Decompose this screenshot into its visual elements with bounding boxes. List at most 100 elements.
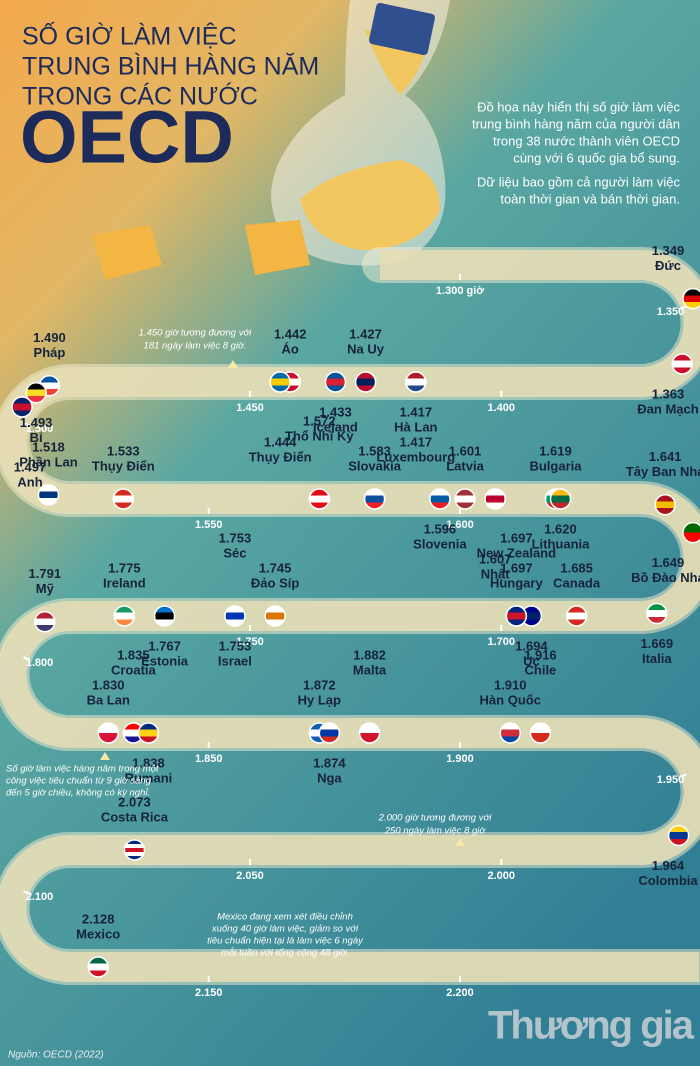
country-label: Chile xyxy=(525,662,557,677)
flag-marker xyxy=(308,488,331,510)
flag-marker xyxy=(405,371,427,393)
tick-label: 2.200 xyxy=(446,987,474,999)
annotation: 1.450 giờ tương đương với xyxy=(139,328,253,339)
value-label: 1.872 xyxy=(303,677,336,692)
value-label: 1.669 xyxy=(641,636,674,651)
annotation: mỗi tuần với tổng cộng 48 giờ. xyxy=(221,948,349,959)
description: Đồ họa này hiển thị số giờ làm việc xyxy=(477,99,680,114)
flag-marker xyxy=(87,956,109,978)
value-label: 1.349 xyxy=(652,243,685,258)
value-label: 1.641 xyxy=(649,449,682,464)
country-label: Colombia xyxy=(638,873,698,888)
country-label: Hungary xyxy=(490,575,544,590)
value-label: 1.533 xyxy=(107,443,140,458)
description: trung bình hàng năm của người dân xyxy=(472,116,680,131)
flag-marker xyxy=(25,382,47,404)
annotation: 250 ngày làm việc 8 giờ xyxy=(384,826,487,837)
flag-marker xyxy=(529,722,552,744)
value-label: 1.442 xyxy=(274,326,307,341)
flag-marker xyxy=(646,602,668,625)
logo: Thương gia xyxy=(488,1004,695,1048)
value-label: 1.753 xyxy=(219,638,252,653)
country-label: Israel xyxy=(218,653,252,668)
value-label: 1.444 xyxy=(264,434,297,449)
value-label: 1.619 xyxy=(539,443,572,458)
annotation: 2.000 giờ tương đương với xyxy=(378,813,493,824)
value-label: 1.791 xyxy=(29,566,62,581)
value-label: 1.433 xyxy=(319,404,352,419)
value-label: 1.596 xyxy=(424,521,457,536)
description: trong 38 nước thành viên OECD xyxy=(493,133,680,148)
country-label: Malta xyxy=(353,662,387,677)
tick-label: 2.000 xyxy=(487,870,515,882)
tick-mark xyxy=(23,422,30,427)
value-label: 1.583 xyxy=(358,443,391,458)
value-label: 1.916 xyxy=(524,647,557,662)
country-label: Bồ Đào Nha xyxy=(631,570,700,585)
value-label: 1.830 xyxy=(92,677,125,692)
flag-marker xyxy=(123,839,146,861)
value-label: 1.753 xyxy=(219,530,252,545)
value-label: 1.838 xyxy=(132,755,165,770)
country-label: Slovakia xyxy=(348,458,402,473)
flag-marker xyxy=(667,824,690,847)
value-label: 1.775 xyxy=(108,560,141,575)
source: Nguồn: OECD (2022) xyxy=(8,1049,104,1061)
country-label: Bulgaria xyxy=(529,458,582,473)
value-label: 1.882 xyxy=(353,647,386,662)
country-label: Thổ Nhĩ Kỳ xyxy=(285,428,354,443)
annotation: công việc tiêu chuẩn từ 9 giờ sáng xyxy=(6,776,152,787)
annotation-pointer xyxy=(228,360,238,368)
annotation-pointer xyxy=(455,838,465,846)
country-label: Hy Lạp xyxy=(298,692,341,707)
country-label: Canada xyxy=(553,575,601,590)
tick-mark xyxy=(23,656,30,661)
country-label: Ba Lan xyxy=(87,692,130,707)
annotation: xuống 40 giờ làm việc, giảm so với xyxy=(211,924,359,935)
tick-label: 2.150 xyxy=(195,987,223,999)
flag-marker xyxy=(499,722,522,744)
tick-label: 1.350 xyxy=(657,306,685,318)
value-label: 1.964 xyxy=(652,858,685,873)
flag-marker xyxy=(671,353,693,375)
country-label: Mỹ xyxy=(36,581,55,596)
flag-marker xyxy=(565,605,588,627)
value-label: 1.497 xyxy=(14,459,47,474)
annotation: Mexico đang xem xét điều chỉnh xyxy=(217,912,353,923)
annotation: Số giờ làm việc hàng năm trong một xyxy=(6,764,159,775)
title-line: TRUNG BÌNH HÀNG NĂM xyxy=(22,52,319,81)
value-label: 2.073 xyxy=(118,794,151,809)
value-label: 1.417 xyxy=(400,434,433,449)
value-label: 1.601 xyxy=(449,443,482,458)
tick-label: 1.950 xyxy=(657,774,685,786)
flag-marker xyxy=(654,493,676,516)
flag-marker xyxy=(269,371,291,393)
country-label: Phần Lan xyxy=(19,454,78,469)
value-label: 1.649 xyxy=(652,555,685,570)
value-label: 1.745 xyxy=(259,560,292,575)
country-label: Nga xyxy=(317,770,342,785)
annotation: 181 ngày làm việc 8 giờ. xyxy=(144,341,247,352)
flag-marker xyxy=(97,722,119,744)
flag-marker xyxy=(34,610,56,633)
value-label: 1.363 xyxy=(652,386,685,401)
flag-marker xyxy=(354,371,377,393)
country-label: Áo xyxy=(282,341,299,356)
title-highlight: OECD xyxy=(20,96,234,179)
annotation-pointer xyxy=(100,752,110,760)
value-label: 1.910 xyxy=(494,677,527,692)
value-label: 1.572 xyxy=(303,413,336,428)
description: toàn thời gian và bán thời gian. xyxy=(500,191,680,206)
value-label: 1.767 xyxy=(148,638,181,653)
flag-marker xyxy=(363,488,386,510)
country-label: Ireland xyxy=(103,575,146,590)
country-label: Italia xyxy=(642,651,672,666)
country-label: Na Uy xyxy=(347,341,385,356)
flag-marker xyxy=(484,488,506,510)
country-label: Hàn Quốc xyxy=(480,692,541,707)
value-label: 1.518 xyxy=(32,439,65,454)
country-label: Croatia xyxy=(111,662,157,677)
country-label: Úc xyxy=(523,653,540,668)
hourglass xyxy=(92,0,450,280)
country-label: Thụy Điển xyxy=(92,458,155,473)
